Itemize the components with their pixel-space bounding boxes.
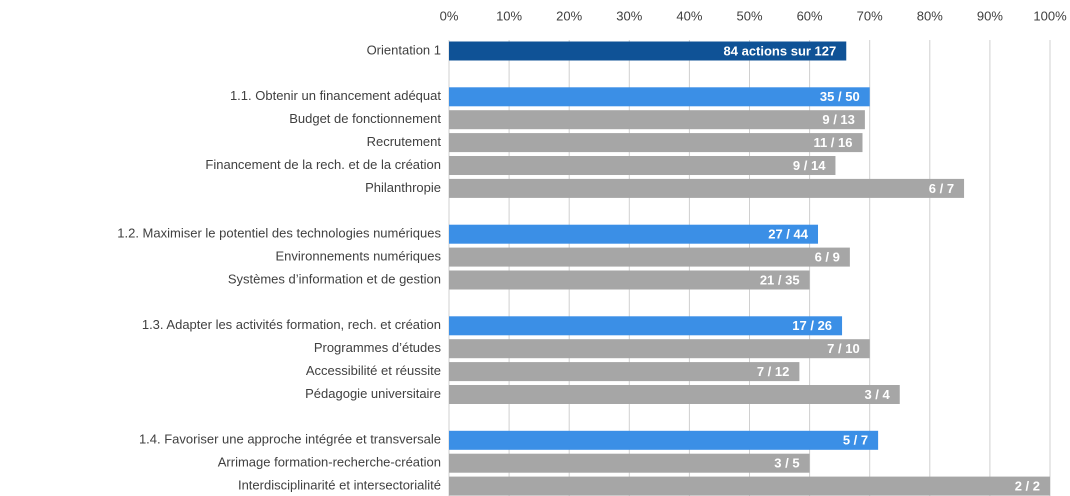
category-label: Orientation 1	[367, 42, 441, 57]
value-label: 17 / 26	[792, 318, 832, 333]
value-label: 35 / 50	[820, 89, 860, 104]
bar	[449, 133, 863, 153]
value-label: 6 / 9	[815, 250, 840, 265]
category-label: Financement de la rech. et de la créatio…	[205, 157, 441, 172]
value-label: 9 / 14	[793, 158, 826, 173]
x-tick-label: 90%	[977, 8, 1003, 23]
value-label: 7 / 10	[827, 341, 860, 356]
value-label: 3 / 5	[774, 456, 799, 471]
category-label: Environnements numériques	[276, 249, 442, 264]
bar	[449, 385, 900, 404]
bar	[449, 316, 843, 336]
bar	[449, 453, 810, 473]
x-tick-label: 40%	[676, 8, 702, 23]
value-label: 5 / 7	[843, 433, 868, 448]
value-label: 3 / 4	[864, 387, 890, 402]
category-label: 1.2. Maximiser le potentiel des technolo…	[117, 226, 441, 241]
category-label: Systèmes d’information et de gestion	[228, 271, 441, 286]
bar	[449, 247, 850, 267]
category-label: Budget de fonctionnement	[289, 111, 441, 126]
bar	[449, 339, 870, 359]
category-label: 1.4. Favoriser une approche intégrée et …	[139, 432, 441, 447]
category-label: Arrimage formation-recherche-création	[218, 455, 441, 470]
bar	[449, 476, 1050, 496]
bar	[449, 270, 810, 290]
bar	[449, 178, 965, 198]
value-label: 6 / 7	[929, 181, 954, 196]
x-tick-label: 30%	[616, 8, 642, 23]
category-label: 1.3. Adapter les activités formation, re…	[142, 317, 441, 332]
category-label: Recrutement	[367, 134, 442, 149]
x-tick-label: 100%	[1033, 8, 1067, 23]
value-label: 27 / 44	[768, 227, 809, 242]
value-label: 2 / 2	[1015, 479, 1040, 494]
x-tick-label: 50%	[736, 8, 762, 23]
x-tick-label: 0%	[440, 8, 459, 23]
category-label: Accessibilité et réussite	[306, 363, 441, 378]
bar	[449, 110, 865, 130]
value-label: 84 actions sur 127	[724, 43, 837, 58]
bar	[449, 87, 870, 107]
value-label: 11 / 16	[813, 135, 852, 150]
category-label: 1.1. Obtenir un financement adéquat	[230, 88, 441, 103]
x-tick-label: 80%	[917, 8, 943, 23]
bar	[449, 362, 800, 382]
bar	[449, 224, 819, 244]
bar	[449, 430, 879, 450]
category-label: Philanthropie	[365, 180, 441, 195]
x-tick-label: 60%	[797, 8, 823, 23]
bar	[449, 156, 836, 175]
value-label: 21 / 35	[760, 272, 800, 287]
value-label: 9 / 13	[822, 112, 855, 127]
category-label: Programmes d’études	[314, 340, 442, 355]
category-label: Interdisciplinarité et intersectorialité	[238, 478, 441, 493]
x-tick-label: 70%	[857, 8, 883, 23]
x-tick-label: 10%	[496, 8, 522, 23]
category-label: Pédagogie universitaire	[305, 386, 441, 401]
x-tick-label: 20%	[556, 8, 582, 23]
value-label: 7 / 12	[757, 364, 790, 379]
bar	[449, 41, 847, 61]
